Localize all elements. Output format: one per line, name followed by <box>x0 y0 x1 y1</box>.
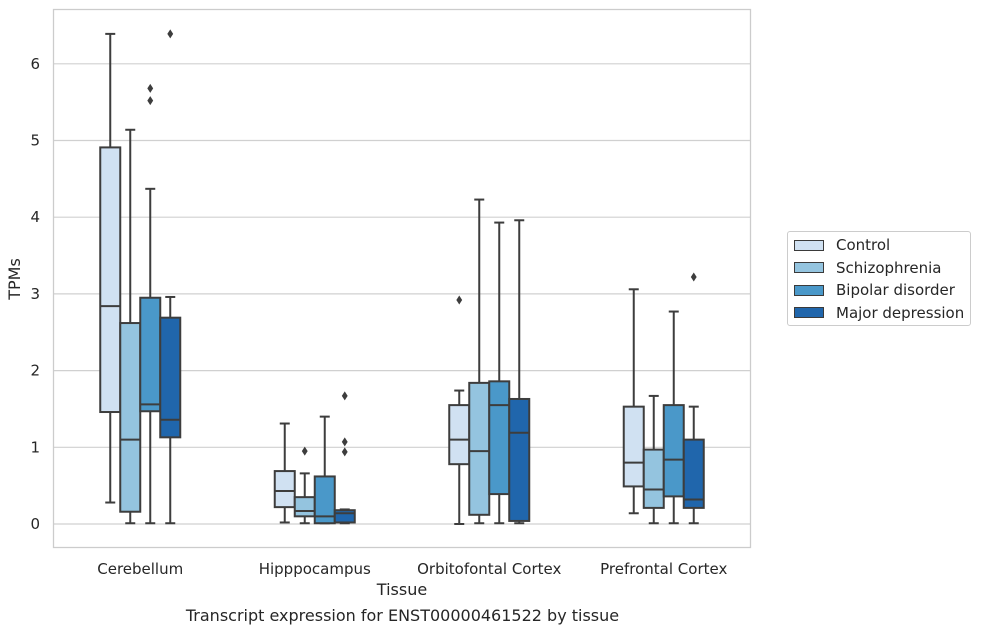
box-schizophrenia <box>468 198 491 525</box>
box-major-depression <box>682 272 705 525</box>
y-tick-label: 2 <box>30 362 40 380</box>
outlier-point <box>301 446 308 456</box>
plot-frame <box>52 8 752 549</box>
x-tick-labels: Cerebellum Hipppocampus Orbitofontal Corte… <box>97 560 727 578</box>
box-iqr <box>662 404 685 498</box>
legend-item: Control <box>794 235 890 255</box>
legend-label: Bipolar disorder <box>836 281 955 299</box>
x-tick-label: Cerebellum <box>97 560 183 578</box>
legend-swatch <box>794 284 824 296</box>
y-tick-label: 4 <box>30 208 40 226</box>
legend-item: Schizophrenia <box>794 258 941 278</box>
box-iqr <box>313 475 336 525</box>
box-iqr <box>119 322 142 513</box>
box-schizophrenia <box>293 446 316 525</box>
legend-swatch <box>794 262 824 273</box>
legend-label: Major depression <box>836 303 965 322</box>
box-iqr <box>622 405 645 488</box>
x-tick-label: Orbitofontal Cortex <box>417 560 561 578</box>
box-iqr <box>642 448 665 509</box>
box-iqr <box>139 296 162 413</box>
box-iqr <box>468 381 491 516</box>
box-iqr <box>273 470 296 509</box>
box-iqr <box>99 146 122 414</box>
box-iqr <box>448 404 471 466</box>
box-control <box>448 295 471 525</box>
outlier-point <box>690 272 697 282</box>
outlier-point <box>341 391 348 401</box>
box-control <box>273 422 296 524</box>
legend-swatch <box>794 239 824 251</box>
box-control <box>99 32 122 504</box>
y-tick-labels: 0 1 2 3 4 5 6 <box>30 55 40 533</box>
box-iqr <box>293 496 316 518</box>
outlier-point <box>147 83 154 93</box>
box-iqr <box>682 438 705 509</box>
box-series <box>99 29 705 525</box>
y-tick-label: 3 <box>30 285 40 303</box>
legend-label: Control <box>836 236 891 254</box>
box-bipolar-disorder <box>139 83 162 525</box>
legend-item: Bipolar disorder <box>794 280 955 300</box>
y-tick-label: 0 <box>30 515 40 533</box>
x-axis-label: Tissue <box>376 580 427 599</box>
y-tick-label: 1 <box>30 438 40 456</box>
box-schizophrenia <box>119 128 142 525</box>
box-bipolar-disorder <box>662 310 685 525</box>
y-tick-label: 5 <box>30 132 40 150</box>
y-tick-label: 6 <box>30 55 40 73</box>
outlier-point <box>341 447 348 457</box>
legend-item: Major depression <box>794 303 964 323</box>
legend-swatch <box>794 307 824 318</box>
box-bipolar-disorder <box>488 221 511 525</box>
box-iqr <box>159 316 182 439</box>
box-iqr <box>508 397 531 522</box>
box-major-depression <box>159 29 182 525</box>
outlier-point <box>341 437 348 447</box>
legend: Control Schizophrenia Bipolar disorder Majo… <box>787 231 971 326</box>
box-control <box>622 288 645 515</box>
outlier-point <box>147 96 154 106</box>
box-schizophrenia <box>642 394 665 525</box>
box-major-depression <box>508 219 531 525</box>
x-tick-label: Hipppocampus <box>259 560 371 578</box>
box-bipolar-disorder <box>313 415 336 525</box>
outlier-point <box>456 295 463 305</box>
box-iqr <box>488 380 511 496</box>
chart-caption: Transcript expression for ENST0000046152… <box>185 606 620 625</box>
box-iqr <box>333 509 356 524</box>
legend-label: Schizophrenia <box>836 258 942 277</box>
x-tick-label: Prefrontal Cortex <box>600 560 727 578</box>
outlier-point <box>167 29 174 39</box>
box-major-depression <box>333 391 356 525</box>
y-axis-label: TPMs <box>5 258 24 301</box>
